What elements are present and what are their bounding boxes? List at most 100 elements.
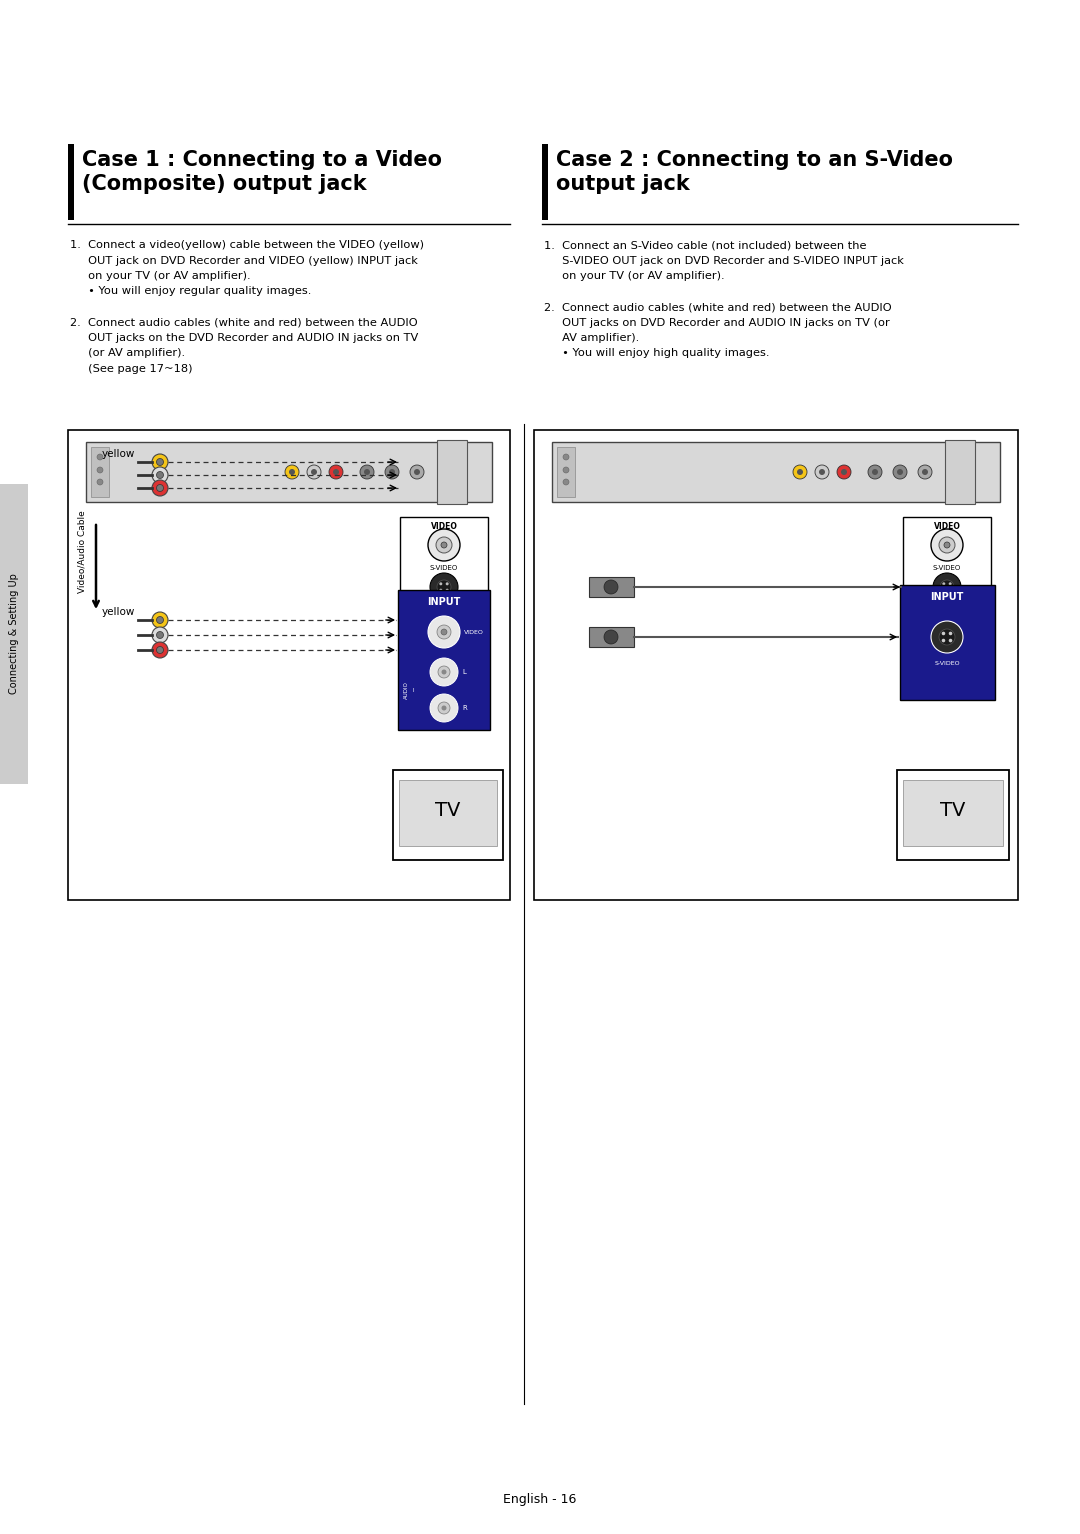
Circle shape <box>563 466 569 472</box>
Circle shape <box>289 469 295 476</box>
Circle shape <box>152 643 168 658</box>
Circle shape <box>441 542 447 548</box>
Circle shape <box>438 703 450 713</box>
Text: yellow: yellow <box>102 607 135 617</box>
Text: English - 16: English - 16 <box>503 1493 577 1506</box>
Text: 2.  Connect audio cables (white and red) between the AUDIO: 2. Connect audio cables (white and red) … <box>70 318 418 327</box>
Circle shape <box>441 629 447 635</box>
Text: INPUT: INPUT <box>930 592 963 601</box>
Bar <box>393 770 503 861</box>
Circle shape <box>311 469 318 476</box>
Circle shape <box>410 465 424 479</box>
Circle shape <box>157 646 163 653</box>
Bar <box>557 446 575 497</box>
Text: VIDEO: VIDEO <box>464 629 484 635</box>
Circle shape <box>948 583 951 586</box>
Text: Case 1 : Connecting to a Video: Case 1 : Connecting to a Video <box>82 150 442 170</box>
Text: • You will enjoy high quality images.: • You will enjoy high quality images. <box>544 348 769 359</box>
Text: R: R <box>462 706 467 710</box>
Circle shape <box>868 465 882 479</box>
Bar <box>91 446 109 497</box>
Text: OUT jacks on DVD Recorder and AUDIO IN jacks on TV (or: OUT jacks on DVD Recorder and AUDIO IN j… <box>544 318 890 327</box>
Circle shape <box>793 465 807 479</box>
Text: VIDEO: VIDEO <box>431 522 458 531</box>
Circle shape <box>931 621 963 653</box>
Text: INPUT: INPUT <box>428 597 461 607</box>
Circle shape <box>893 465 907 479</box>
Text: on your TV (or AV amplifier).: on your TV (or AV amplifier). <box>70 272 251 281</box>
Text: I: I <box>413 687 414 692</box>
Circle shape <box>942 632 945 635</box>
Circle shape <box>329 465 343 479</box>
Circle shape <box>389 469 395 476</box>
Circle shape <box>948 638 953 643</box>
Circle shape <box>152 454 168 469</box>
Bar <box>945 440 975 505</box>
Text: Case 2 : Connecting to an S-Video: Case 2 : Connecting to an S-Video <box>556 150 953 170</box>
Circle shape <box>428 617 460 647</box>
Circle shape <box>440 583 443 586</box>
Bar <box>897 770 1009 861</box>
Circle shape <box>604 630 618 644</box>
Circle shape <box>285 465 299 479</box>
Text: TV: TV <box>941 801 966 821</box>
Bar <box>552 442 1000 502</box>
Circle shape <box>940 580 954 594</box>
Bar <box>399 779 497 845</box>
Text: • You will enjoy regular quality images.: • You will enjoy regular quality images. <box>70 287 311 296</box>
Text: yellow: yellow <box>102 449 135 459</box>
Circle shape <box>414 469 420 476</box>
Circle shape <box>436 537 453 552</box>
Text: S-VIDEO: S-VIDEO <box>430 565 458 571</box>
Circle shape <box>97 454 103 460</box>
Circle shape <box>948 589 951 592</box>
Text: (Composite) output jack: (Composite) output jack <box>82 173 366 193</box>
Circle shape <box>152 466 168 483</box>
Circle shape <box>819 469 825 476</box>
Text: 2.  Connect audio cables (white and red) between the AUDIO: 2. Connect audio cables (white and red) … <box>544 302 892 311</box>
Bar <box>542 144 548 219</box>
Circle shape <box>933 574 961 601</box>
Text: AV amplifier).: AV amplifier). <box>544 333 639 344</box>
Text: TV: TV <box>435 801 461 821</box>
Circle shape <box>440 589 443 592</box>
Circle shape <box>437 624 451 640</box>
Circle shape <box>922 469 928 476</box>
Circle shape <box>944 542 950 548</box>
Circle shape <box>939 629 955 644</box>
Bar <box>68 430 510 900</box>
Circle shape <box>157 485 163 491</box>
Bar <box>68 144 75 219</box>
Text: S-VIDEO: S-VIDEO <box>933 565 961 571</box>
Circle shape <box>430 658 458 686</box>
Circle shape <box>918 465 932 479</box>
Bar <box>903 779 1003 845</box>
Circle shape <box>931 529 963 561</box>
Circle shape <box>837 465 851 479</box>
Circle shape <box>897 469 903 476</box>
Text: Connecting & Setting Up: Connecting & Setting Up <box>9 574 19 695</box>
Circle shape <box>430 574 458 601</box>
Circle shape <box>157 459 163 465</box>
Text: output jack: output jack <box>556 173 690 193</box>
Circle shape <box>939 537 955 552</box>
Bar <box>900 584 995 700</box>
Circle shape <box>152 612 168 627</box>
Text: 1.  Connect an S-Video cable (not included) between the: 1. Connect an S-Video cable (not include… <box>544 239 866 250</box>
Text: L: L <box>462 669 465 675</box>
Circle shape <box>152 480 168 495</box>
Text: VIDEO: VIDEO <box>933 522 960 531</box>
Circle shape <box>333 469 339 476</box>
Circle shape <box>815 465 829 479</box>
Bar <box>86 442 492 502</box>
Text: on your TV (or AV amplifier).: on your TV (or AV amplifier). <box>544 272 725 281</box>
Circle shape <box>942 638 945 643</box>
Circle shape <box>157 617 163 623</box>
Circle shape <box>563 479 569 485</box>
Circle shape <box>841 469 847 476</box>
Bar <box>534 430 1018 900</box>
Circle shape <box>152 627 168 643</box>
Circle shape <box>307 465 321 479</box>
Circle shape <box>563 454 569 460</box>
Text: Video/Audio Cable: Video/Audio Cable <box>78 511 86 594</box>
